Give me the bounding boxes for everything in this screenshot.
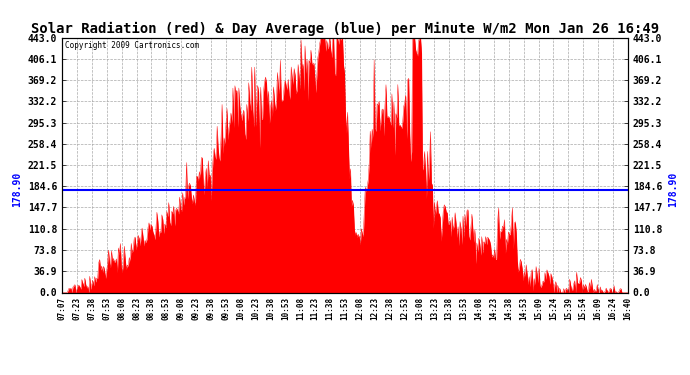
Text: 178.90: 178.90 — [12, 172, 22, 207]
Text: 178.90: 178.90 — [668, 172, 678, 207]
Title: Solar Radiation (red) & Day Average (blue) per Minute W/m2 Mon Jan 26 16:49: Solar Radiation (red) & Day Average (blu… — [31, 22, 659, 36]
Text: Copyright 2009 Cartronics.com: Copyright 2009 Cartronics.com — [65, 41, 199, 50]
